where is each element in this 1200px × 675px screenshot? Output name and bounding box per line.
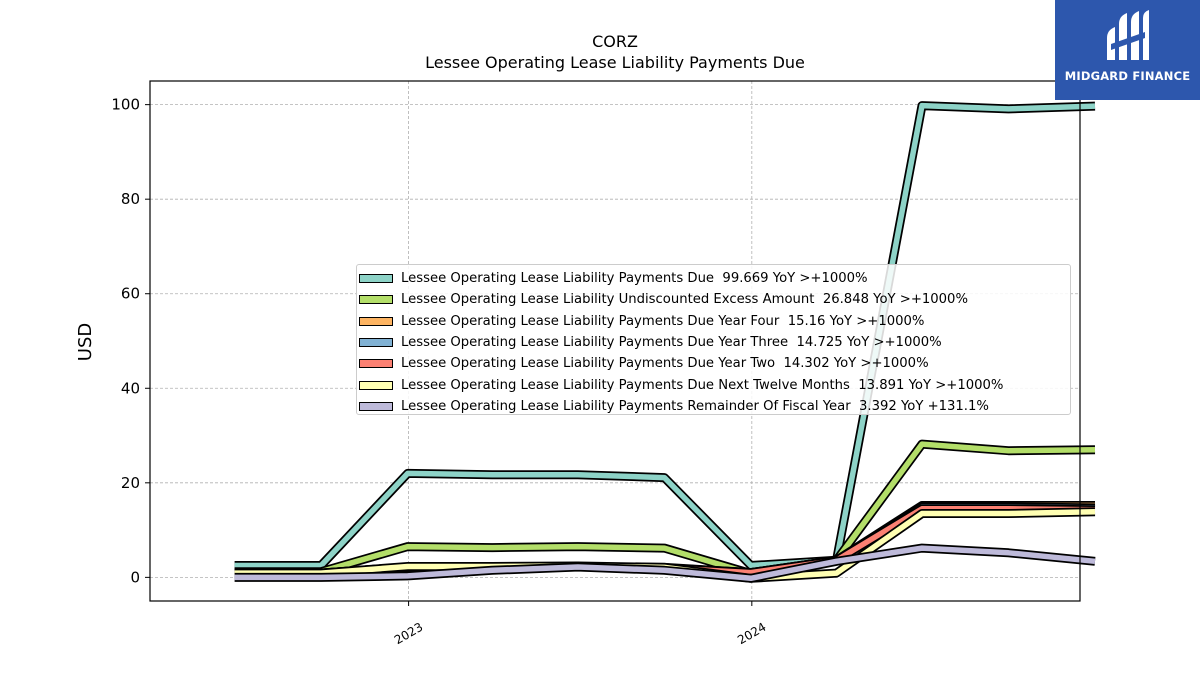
legend-label: Lessee Operating Lease Liability Undisco…	[401, 292, 968, 308]
y-tick-label: 40	[121, 379, 140, 397]
chart-title: CORZ	[592, 32, 638, 51]
series-line	[234, 102, 1096, 569]
y-tick-label: 20	[121, 474, 140, 492]
legend: Lessee Operating Lease Liability Payment…	[356, 264, 1071, 415]
y-tick-label: 100	[111, 96, 140, 114]
series-2	[234, 439, 1096, 579]
legend-swatch	[359, 295, 393, 305]
y-tick-label: 80	[121, 190, 140, 208]
legend-item: Lessee Operating Lease Liability Payment…	[359, 332, 1070, 353]
legend-swatch	[359, 401, 393, 411]
legend-swatch	[359, 274, 393, 284]
logo-text: MIDGARD FINANCE	[1064, 69, 1191, 83]
series-line	[234, 441, 1096, 577]
plot-frame	[149, 80, 1081, 602]
legend-item: Lessee Operating Lease Liability Payment…	[359, 374, 1070, 395]
legend-swatch	[359, 316, 393, 326]
series-1	[234, 101, 1096, 570]
series-7	[234, 543, 1096, 583]
y-tick-label: 0	[130, 568, 140, 586]
x-tick-label: 2023	[392, 620, 425, 647]
axes: 0 20 40 60 80 100 2023 2024	[111, 80, 1081, 647]
legend-item: Lessee Operating Lease Liability Payment…	[359, 396, 1070, 417]
legend-item: Lessee Operating Lease Liability Payment…	[359, 353, 1070, 374]
legend-item: Lessee Operating Lease Liability Payment…	[359, 311, 1070, 332]
legend-label: Lessee Operating Lease Liability Payment…	[401, 377, 1004, 393]
series-line	[234, 545, 1096, 582]
midgard-finance-logo[interactable]: MIDGARD FINANCE	[1055, 0, 1200, 100]
legend-swatch	[359, 359, 393, 369]
legend-item: Lessee Operating Lease Liability Payment…	[359, 268, 1070, 289]
legend-label: Lessee Operating Lease Liability Payment…	[401, 313, 925, 329]
chart-subtitle: Lessee Operating Lease Liability Payment…	[425, 53, 805, 72]
x-tick-label: 2024	[735, 620, 768, 647]
legend-swatch	[359, 338, 393, 348]
legend-label: Lessee Operating Lease Liability Payment…	[401, 271, 868, 287]
legend-label: Lessee Operating Lease Liability Payment…	[401, 335, 942, 351]
y-axis-label: USD	[75, 323, 96, 361]
midgard-logo-icon	[1107, 10, 1149, 60]
legend-item: Lessee Operating Lease Liability Undisco…	[359, 289, 1070, 310]
legend-swatch	[359, 380, 393, 390]
series-areas	[234, 101, 1096, 583]
legend-label: Lessee Operating Lease Liability Payment…	[401, 398, 989, 414]
legend-label: Lessee Operating Lease Liability Payment…	[401, 356, 929, 372]
y-tick-label: 60	[121, 285, 140, 303]
